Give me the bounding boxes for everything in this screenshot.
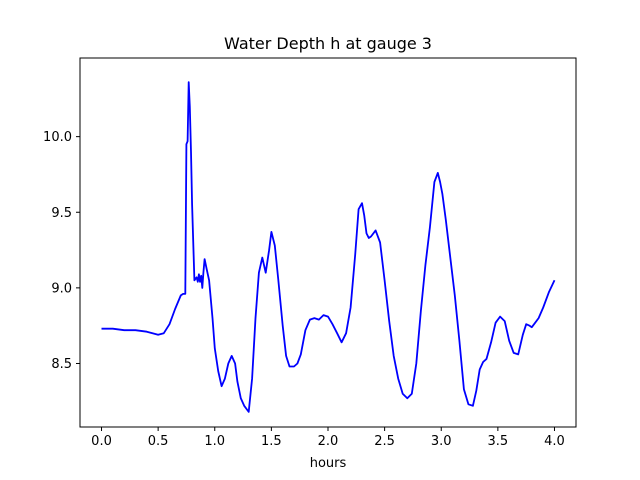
x-tick-label: 4.0 [544,434,565,449]
x-tick-label: 2.0 [318,434,339,449]
y-axis: 8.5 9.0 9.5 10.0 [43,130,80,372]
y-tick-label: 8.5 [51,357,72,372]
chart-title: Water Depth h at gauge 3 [224,34,432,53]
plot-frame [79,57,577,428]
x-tick-label: 1.5 [261,434,282,449]
series-line [101,81,556,413]
x-tick-label: 2.5 [374,434,395,449]
x-tick-label: 1.0 [204,434,225,449]
y-tick-label: 9.5 [51,206,72,221]
series-layer [101,81,556,413]
x-tick-label: 3.5 [488,434,509,449]
x-tick-label: 0.5 [148,434,169,449]
y-tick-label: 9.0 [51,281,72,296]
plot-area [79,57,577,428]
x-tick-label: 3.0 [431,434,452,449]
x-axis-label: hours [310,456,347,471]
x-axis: 0.0 0.5 1.0 1.5 2.0 2.5 3.0 3.5 4.0 [91,427,565,449]
x-tick-label: 0.0 [91,434,112,449]
y-tick-label: 10.0 [43,130,72,145]
